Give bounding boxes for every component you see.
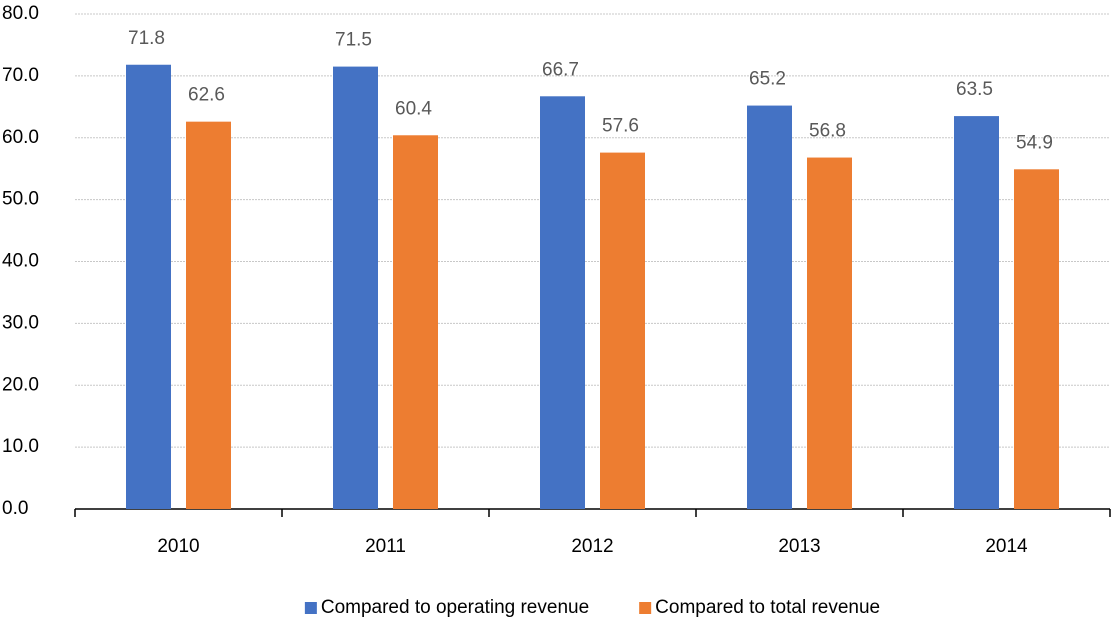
- y-tick-label: 30.0: [2, 312, 39, 333]
- y-tick-label: 20.0: [2, 374, 39, 395]
- legend-label: Compared to total revenue: [655, 597, 880, 618]
- y-tick-label: 60.0: [2, 127, 39, 148]
- bar: [747, 105, 792, 509]
- value-label: 71.5: [335, 30, 372, 51]
- y-tick-label: 0.0: [2, 498, 28, 519]
- y-tick-label: 50.0: [2, 189, 39, 210]
- bar: [600, 152, 645, 509]
- bar: [126, 64, 171, 510]
- bar: [333, 66, 378, 509]
- y-tick-label: 10.0: [2, 436, 39, 457]
- value-label: 65.2: [749, 69, 786, 90]
- value-label: 57.6: [602, 116, 639, 137]
- x-tick-label: 2014: [985, 536, 1028, 557]
- value-label: 63.5: [956, 79, 993, 100]
- value-label: 71.8: [128, 28, 165, 49]
- bar: [954, 116, 999, 509]
- x-tick-label: 2012: [571, 536, 613, 557]
- bar: [807, 157, 852, 510]
- legend-label: Compared to operating revenue: [321, 597, 589, 618]
- bar: [186, 121, 231, 509]
- y-tick-label: 70.0: [2, 65, 39, 86]
- value-label: 66.7: [542, 59, 579, 80]
- x-tick-label: 2011: [365, 536, 406, 557]
- legend-swatch: [304, 602, 317, 614]
- x-tick-label: 2010: [157, 536, 199, 557]
- bar: [540, 96, 585, 509]
- legend-item: Compared to total revenue: [639, 597, 880, 618]
- y-tick-label: 40.0: [2, 251, 39, 272]
- value-label: 56.8: [809, 121, 846, 142]
- x-tick-label: 2013: [778, 536, 820, 557]
- y-tick-label: 80.0: [2, 3, 39, 24]
- value-label: 62.6: [188, 85, 225, 106]
- legend-swatch: [639, 602, 652, 614]
- bar: [1014, 169, 1059, 509]
- value-label: 60.4: [395, 98, 432, 119]
- value-label: 54.9: [1016, 132, 1053, 153]
- bar: [393, 135, 438, 509]
- legend-item: Compared to operating revenue: [304, 597, 589, 618]
